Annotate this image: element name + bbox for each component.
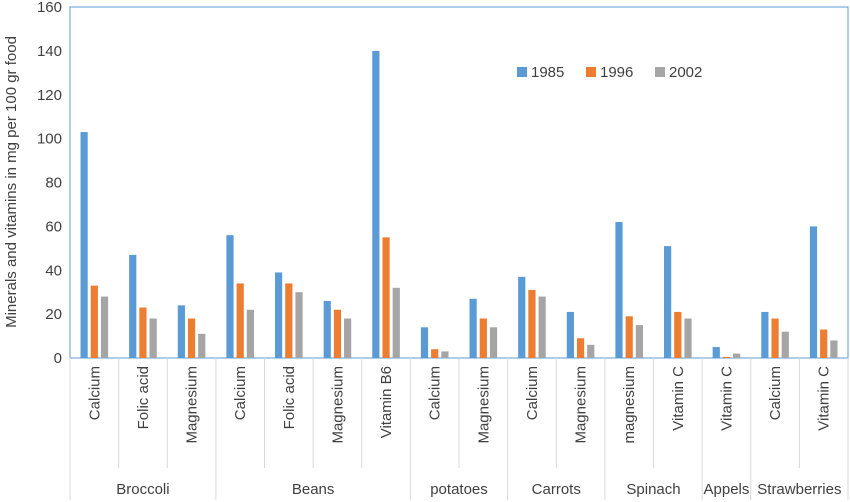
bar-1996-6 bbox=[382, 237, 390, 358]
group-label: Spinach bbox=[626, 481, 680, 498]
bar-2002-15 bbox=[830, 340, 838, 358]
legend-label: 1985 bbox=[531, 64, 564, 81]
y-tick-label: 160 bbox=[37, 0, 62, 16]
group-label: Carrots bbox=[532, 481, 581, 498]
category-label: Folic acid bbox=[281, 366, 298, 429]
bar-1996-5 bbox=[333, 309, 342, 358]
bar-2002-6 bbox=[392, 287, 400, 358]
bar-1985-14 bbox=[761, 311, 769, 358]
bar-1985-11 bbox=[615, 221, 623, 358]
bar-1985-2 bbox=[177, 305, 185, 358]
bar-2002-11 bbox=[635, 325, 643, 358]
bar-1985-6 bbox=[372, 50, 380, 359]
bar-2002-7 bbox=[441, 351, 449, 358]
bar-1985-3 bbox=[226, 235, 234, 358]
bar-1985-5 bbox=[323, 300, 331, 358]
bar-1996-3 bbox=[236, 283, 244, 358]
bar-1996-12 bbox=[674, 311, 682, 358]
y-tick-label: 20 bbox=[45, 306, 62, 323]
bar-2002-10 bbox=[587, 344, 595, 358]
category-label: Vitamin B6 bbox=[378, 366, 395, 438]
bar-1985-0 bbox=[80, 132, 88, 358]
category-label: Calcium bbox=[86, 366, 103, 420]
category-label: Magnesium bbox=[184, 366, 201, 444]
bar-1996-13 bbox=[722, 356, 731, 358]
bar-1996-10 bbox=[576, 338, 585, 358]
category-label: Calcium bbox=[232, 366, 249, 420]
legend-label: 1996 bbox=[600, 64, 633, 81]
legend-swatch-1996 bbox=[586, 67, 596, 77]
bars bbox=[80, 50, 838, 359]
plot-area bbox=[69, 6, 849, 359]
bar-1996-0 bbox=[90, 285, 98, 358]
bar-1996-8 bbox=[479, 318, 487, 358]
y-tick-label: 100 bbox=[37, 131, 62, 148]
bar-2002-13 bbox=[733, 353, 741, 358]
y-tick-label: 40 bbox=[45, 262, 62, 279]
bar-2002-9 bbox=[538, 296, 546, 358]
bar-2002-1 bbox=[149, 318, 157, 358]
y-tick-label: 0 bbox=[54, 350, 62, 367]
y-axis-title: Minerals and vitamins in mg per 100 gr f… bbox=[3, 36, 20, 328]
y-tick-label: 120 bbox=[37, 87, 62, 104]
bar-2002-5 bbox=[344, 318, 352, 358]
bar-1985-10 bbox=[566, 311, 574, 358]
bar-2002-12 bbox=[684, 318, 692, 358]
category-label: Calcium bbox=[524, 366, 541, 420]
bar-1985-1 bbox=[129, 254, 137, 358]
bar-1985-7 bbox=[420, 327, 429, 358]
legend-label: 2002 bbox=[669, 64, 702, 81]
group-label: Appels bbox=[704, 481, 750, 498]
category-label: Vitamin C bbox=[718, 366, 735, 431]
category-label: Magnesium bbox=[573, 366, 590, 444]
group-label: Broccoli bbox=[116, 481, 169, 498]
bar-1985-13 bbox=[712, 347, 720, 358]
legend-swatch-1985 bbox=[517, 67, 527, 77]
bar-1985-4 bbox=[275, 272, 283, 358]
category-label: Calcium bbox=[767, 366, 784, 420]
category-label: Calcium bbox=[427, 366, 444, 420]
bar-1996-4 bbox=[285, 283, 293, 358]
legend: 1985 1996 2002 bbox=[517, 64, 702, 81]
bar-1996-7 bbox=[431, 349, 439, 358]
category-label: Folic acid bbox=[135, 366, 152, 429]
x-axis: Calcium Folic acid Magnesium Calcium Folic a… bbox=[69, 358, 849, 500]
category-label: Vitamin C bbox=[816, 366, 833, 431]
category-label: Magnesium bbox=[475, 366, 492, 444]
category-label: Vitamin C bbox=[670, 366, 687, 431]
bar-1985-12 bbox=[664, 246, 672, 358]
bar-1985-15 bbox=[809, 226, 818, 359]
category-label: magnesium bbox=[621, 366, 638, 444]
bar-1996-15 bbox=[820, 329, 828, 358]
group-label: Beans bbox=[292, 481, 335, 498]
category-label: Magnesium bbox=[329, 366, 346, 444]
bar-2002-0 bbox=[100, 296, 109, 358]
bar-1996-1 bbox=[139, 307, 147, 358]
bar-2002-8 bbox=[489, 327, 498, 358]
group-label: potatoes bbox=[430, 481, 488, 498]
bar-2002-2 bbox=[198, 333, 206, 358]
bar-2002-14 bbox=[781, 331, 789, 358]
bar-1996-2 bbox=[187, 318, 196, 358]
legend-swatch-2002 bbox=[655, 67, 665, 77]
bar-1996-14 bbox=[771, 318, 779, 358]
bar-1985-8 bbox=[469, 298, 477, 358]
y-tick-label: 140 bbox=[37, 43, 62, 60]
y-axis-ticks: 0 20 40 60 80 100 120 140 160 bbox=[37, 0, 62, 367]
y-tick-label: 60 bbox=[45, 218, 62, 235]
group-label: Strawberries bbox=[757, 481, 841, 498]
bar-1985-9 bbox=[518, 276, 526, 358]
bar-2002-4 bbox=[295, 292, 303, 358]
bar-2002-3 bbox=[246, 309, 254, 358]
bar-1996-9 bbox=[528, 289, 536, 358]
bar-1996-11 bbox=[625, 316, 633, 358]
y-tick-label: 80 bbox=[45, 175, 62, 192]
